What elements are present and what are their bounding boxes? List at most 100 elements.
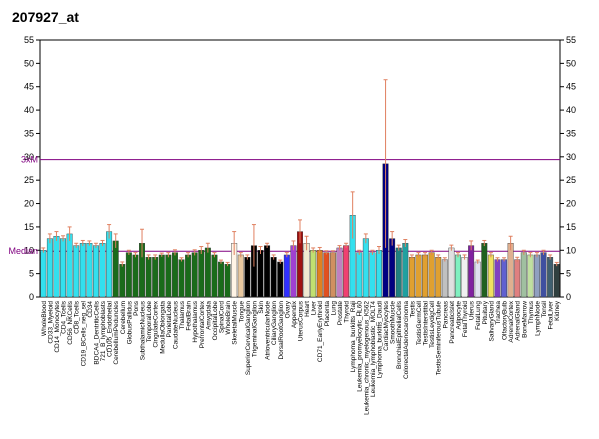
x-tick-label: TemporalLobe [146,301,153,343]
bar [211,254,218,298]
bar [290,245,297,298]
x-tick-label: OlfactoryBulb [502,301,509,340]
y-tick-label: 0 [29,292,34,302]
y-tick-label: 45 [24,82,34,92]
x-tick-label: OccipitalLobe [212,301,219,341]
x-tick-label: ParietalLobe [166,301,173,338]
x-tick-label: SpinalCord [219,301,226,334]
x-tick-label: BoneMarrow [521,301,528,338]
bar [494,259,501,298]
x-tick-label: Placenta [324,301,331,327]
bar [461,257,468,298]
x-tick-label: CiliaryGanglion [271,301,278,345]
y-tick-label: 30 [24,152,34,162]
x-tick-label: Lymphoma_burkitts_Daudi [376,301,383,378]
x-tick-label: Pituitary [482,300,489,324]
bar [428,252,435,298]
bar [152,257,159,298]
x-tick-label: Prostate [337,301,344,326]
x-tick-label: LymphNode [534,301,541,336]
bar [395,247,402,298]
x-tick-label: CD8_Tcells [74,300,81,334]
y2-tick-label: 45 [566,82,576,92]
y2-tick-label: 15 [566,222,576,232]
bar [487,254,494,298]
bar [40,250,47,298]
x-tick-label: Lymphoma_burkitts_Raji [350,301,357,372]
x-tick-label: CD71_EarlyErythroid [317,301,324,362]
x-tick-label: CD56_NKCells [67,300,74,344]
x-tick-label: GlobusPallidus [126,300,133,344]
bar [527,254,534,298]
bar [343,245,350,298]
bar [145,257,152,298]
x-tick-label: Adipocyte [455,301,462,330]
bar [455,254,461,298]
bar [362,238,369,298]
bar [435,257,442,298]
bar [73,245,80,298]
x-tick-label: Thyroid [344,301,351,323]
x-tick-label: Kidney [554,300,561,321]
bar [125,252,132,298]
bar [422,254,429,298]
x-tick-label: Leukemia_promyelocytic_HL60 [357,301,364,392]
x-tick-label: Pons [133,300,140,316]
bar [204,247,211,298]
bar [185,254,192,298]
y-tick-label: 50 [24,58,34,68]
x-tick-label: Heart [304,301,311,317]
x-tick-label: Pancreas [442,300,449,328]
bar [369,252,376,298]
x-tick-label: FetalLiver [548,300,555,329]
x-tick-label: Thalamus [179,300,186,329]
x-tick-label: AdrenalCortex [508,300,515,342]
x-tick-label: Testis [409,300,416,317]
bar [329,252,336,298]
bar [237,254,244,298]
bar [112,240,119,298]
x-tick-label: Leukemia_chronic_myelogenous_K562 [363,301,370,415]
bar [60,238,67,298]
bar [66,233,73,298]
bar [389,238,396,298]
x-tick-label: SubthalamicNucleus [140,300,147,360]
y2-tick-label: 50 [566,58,576,68]
y2-tick-label: 5 [566,269,571,279]
x-tick-label: Uterus [469,300,476,320]
x-tick-label: TestisGermCell [416,300,423,345]
x-tick-label: UterusCorpus [298,300,305,341]
y-tick-label: 5 [29,269,34,279]
bar [158,254,165,298]
y2-tick-label: 0 [566,292,571,302]
bar [402,243,409,298]
x-tick-label: Cerebellum [120,301,127,334]
y2-tick-label: 55 [566,35,576,45]
bar [264,245,271,298]
bar [224,264,231,298]
x-tick-label: FetalThyroid [462,301,469,338]
x-tick-label: WholeBlood [41,301,48,336]
x-tick-label: CD33_Myeloid [47,301,54,344]
y-tick-label: 20 [24,199,34,209]
median-line-label: Median [8,246,38,256]
x-tick-label: DorsalRootGanglion [278,301,285,360]
bar [514,259,521,298]
bar [191,252,198,298]
x-tick-label: BDCA4_DentriticCells [93,300,100,364]
y-tick-label: 25 [24,175,34,185]
bar [257,250,264,298]
bar [448,247,455,298]
y2-tick-label: 35 [566,128,576,138]
y2-tick-label: 25 [566,175,576,185]
bar [481,243,488,298]
bar [501,259,508,298]
bar [218,261,224,298]
bar [310,250,317,298]
bar [46,238,53,298]
y-tick-label: 10 [24,245,34,255]
bar [270,257,277,298]
x-tick-label: Tonsil [541,300,548,317]
y2-tick-label: 10 [566,245,576,255]
bar [507,243,514,298]
